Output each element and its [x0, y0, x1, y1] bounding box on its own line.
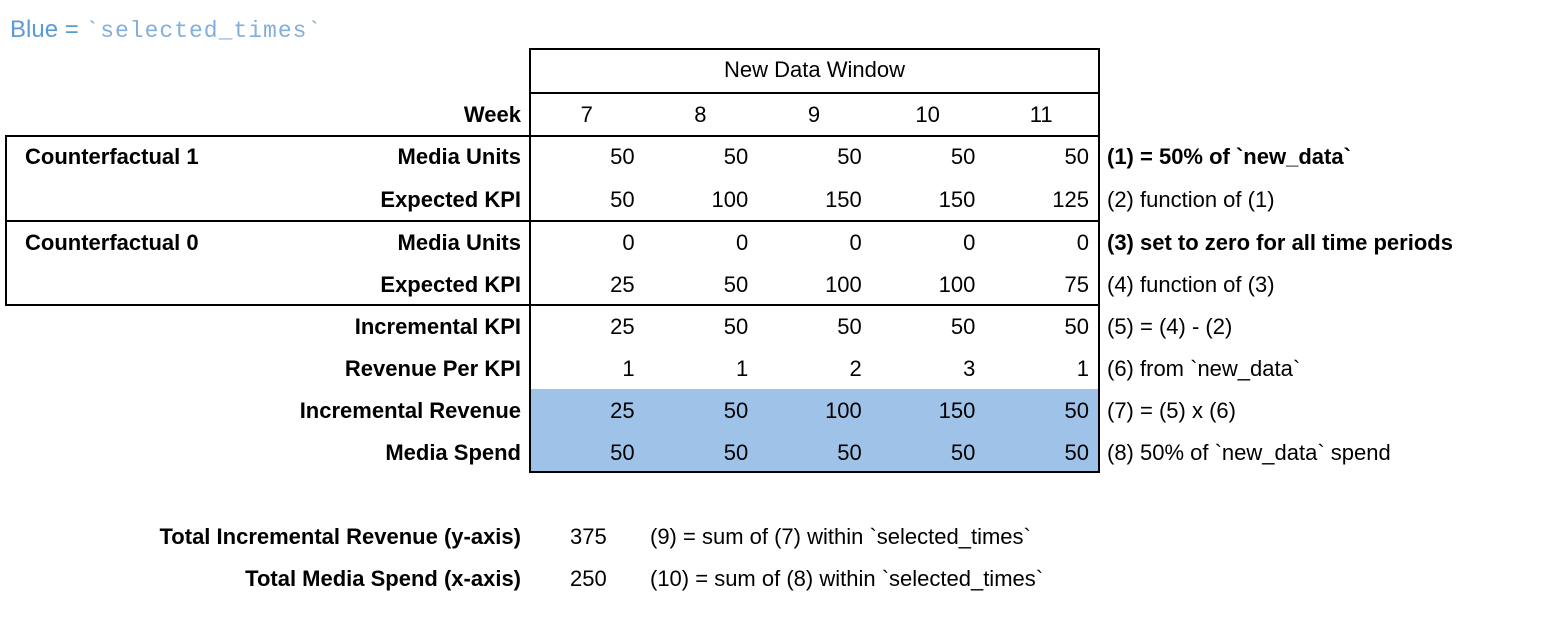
row-label: Revenue Per KPI [344, 355, 521, 381]
table-cell: 50 [723, 439, 749, 465]
table-cell: 50 [837, 439, 862, 465]
border-cf0-bottom [5, 304, 1100, 306]
table-cell: 50 [1064, 439, 1089, 465]
week-header-row: Week 7 8 9 10 11 [0, 94, 1544, 135]
table-cell: 50 [950, 313, 976, 339]
table-cell: 25 [610, 397, 635, 423]
total-value: 250 [570, 566, 607, 591]
row-note: (3) set to zero for all time periods [1107, 229, 1453, 255]
table-cell: 1 [735, 355, 749, 381]
table-cell: 125 [1052, 186, 1089, 212]
week-number: 7 [580, 101, 593, 127]
table-cell: 0 [622, 229, 635, 255]
table-cell: 100 [825, 271, 862, 297]
table-cell: 50 [610, 186, 635, 212]
table-cell: 75 [1064, 271, 1089, 297]
table-cell: 50 [837, 313, 862, 339]
table-cell: 50 [723, 313, 749, 339]
table-cell: 0 [963, 229, 976, 255]
border-data-left [529, 48, 531, 473]
row-label: Expected KPI [380, 271, 521, 297]
table-cell: 50 [723, 397, 749, 423]
week-number: 10 [915, 101, 940, 127]
table-cell: 150 [938, 397, 976, 423]
row-label: Media Spend [385, 439, 521, 465]
table-cell: 50 [950, 143, 976, 169]
row-note: (5) = (4) - (2) [1107, 313, 1233, 339]
row-label: Expected KPI [380, 186, 521, 212]
table-cell: 150 [825, 186, 862, 212]
table-cell: 50 [610, 143, 635, 169]
table-cell: 3 [963, 355, 976, 381]
total-label: Total Media Spend (x-axis) [245, 566, 521, 591]
table-cell: 100 [825, 397, 862, 423]
total-label: Total Incremental Revenue (y-axis) [159, 524, 522, 549]
total-incremental-revenue-row: Total Incremental Revenue (y-axis) 375 (… [0, 516, 1544, 558]
selected-times-highlight [531, 389, 1098, 473]
week-header-label: Week [463, 101, 521, 127]
table-cell: 1 [622, 355, 635, 381]
total-media-spend-row: Total Media Spend (x-axis) 250 (10) = su… [0, 558, 1544, 600]
legend: Blue = `selected_times` [10, 16, 322, 44]
table-row-revenue-per-kpi: Revenue Per KPI 1 1 2 3 1 (6) from `new_… [0, 347, 1544, 390]
table-cell: 50 [723, 271, 749, 297]
row-label: Incremental Revenue [299, 397, 521, 423]
table-cell: 2 [849, 355, 862, 381]
week-number: 11 [1029, 101, 1053, 127]
group-label-counterfactual-0: Counterfactual 0 [25, 229, 199, 255]
table-row-incremental-kpi: Incremental KPI 25 50 50 50 50 (5) = (4)… [0, 305, 1544, 348]
border-data-right [1098, 48, 1100, 473]
border-table-bottom [529, 471, 1100, 473]
table-row-media-units-cf1: Counterfactual 1 Media Units 50 50 50 50… [0, 135, 1544, 178]
border-header-top [529, 48, 1100, 50]
total-note: (10) = sum of (8) within `selected_times… [650, 566, 1044, 591]
table-cell: 25 [610, 271, 635, 297]
total-note: (9) = sum of (7) within `selected_times` [650, 524, 1031, 549]
total-value: 375 [570, 524, 607, 549]
table-cell: 50 [1064, 397, 1089, 423]
table-cell: 25 [610, 313, 635, 339]
border-header-bottom [529, 92, 1100, 94]
border-labels-left [5, 135, 7, 306]
border-cf-separator [5, 220, 1100, 222]
table-cell: 100 [711, 186, 749, 212]
table-cell: 0 [1076, 229, 1089, 255]
table-cell: 0 [849, 229, 862, 255]
table-row-media-units-cf0: Counterfactual 0 Media Units 0 0 0 0 0 (… [0, 221, 1544, 264]
row-note: (6) from `new_data` [1107, 355, 1301, 381]
table-row-expected-kpi-cf0: Expected KPI 25 50 100 100 75 (4) functi… [0, 263, 1544, 306]
table-cell: 1 [1076, 355, 1089, 381]
row-label: Media Units [397, 143, 521, 169]
row-note: (7) = (5) x (6) [1107, 397, 1236, 423]
group-label-counterfactual-1: Counterfactual 1 [25, 143, 199, 169]
table-cell: 100 [938, 271, 976, 297]
table-cell: 50 [1064, 313, 1089, 339]
week-number: 9 [807, 101, 821, 127]
table-cell: 50 [1064, 143, 1089, 169]
table-cell: 50 [610, 439, 635, 465]
row-label: Incremental KPI [354, 313, 521, 339]
legend-label: Blue = [10, 16, 79, 43]
table-cell: 50 [950, 439, 976, 465]
row-note: (4) function of (3) [1107, 271, 1275, 297]
table-cell: 50 [837, 143, 862, 169]
border-week-bottom [5, 135, 1100, 137]
table-cell: 150 [938, 186, 976, 212]
table-cell: 50 [723, 143, 749, 169]
row-note: (2) function of (1) [1107, 186, 1275, 212]
legend-code: `selected_times` [85, 18, 323, 44]
row-note: (1) = 50% of `new_data` [1107, 143, 1351, 169]
row-label: Media Units [397, 229, 521, 255]
table-row-expected-kpi-cf1: Expected KPI 50 100 150 150 125 (2) func… [0, 178, 1544, 221]
table-row-media-spend: Media Spend 50 50 50 50 50 (8) 50% of `n… [0, 431, 1544, 474]
week-number: 8 [694, 101, 707, 127]
row-note: (8) 50% of `new_data` spend [1107, 439, 1391, 465]
new-data-window-header: New Data Window [724, 57, 905, 82]
table-row-incremental-revenue: Incremental Revenue 25 50 100 150 50 (7)… [0, 389, 1544, 432]
table-cell: 0 [735, 229, 749, 255]
